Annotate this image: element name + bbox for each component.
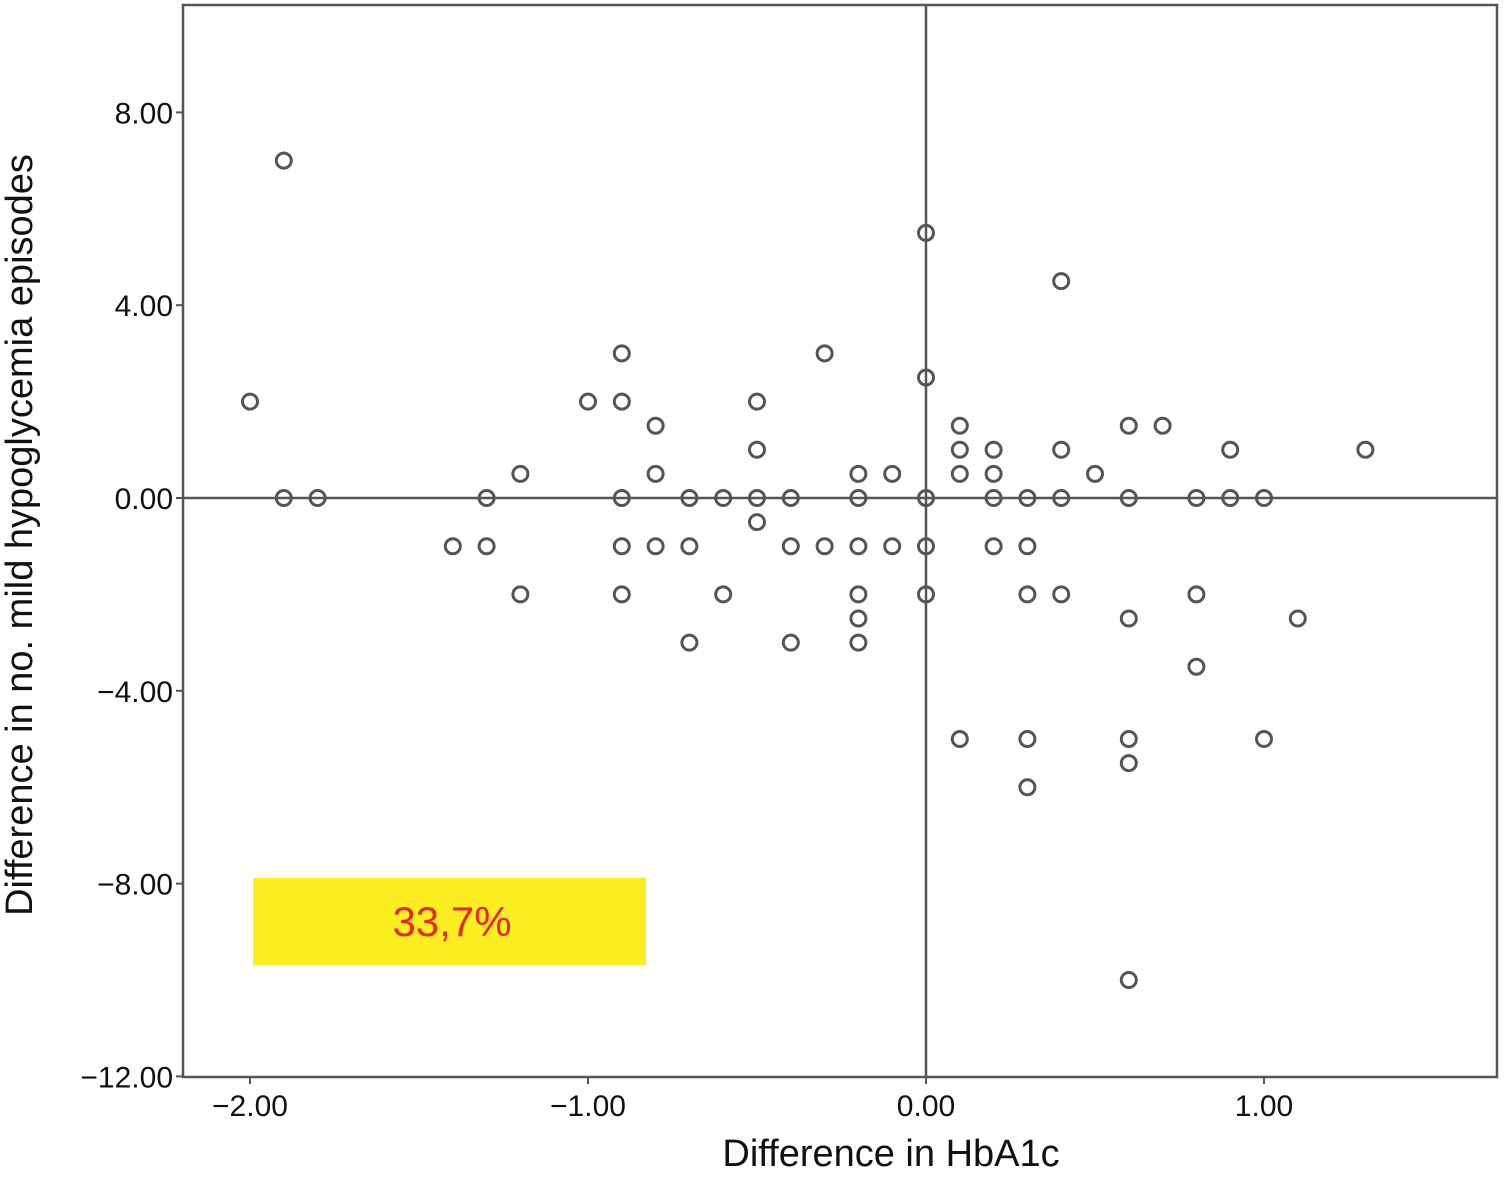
x-tick-label: −1.00 bbox=[550, 1090, 626, 1123]
data-point bbox=[1119, 754, 1138, 773]
data-point bbox=[1052, 585, 1071, 604]
data-point bbox=[984, 464, 1003, 483]
data-point bbox=[1052, 272, 1071, 291]
x-tick-label: 0.00 bbox=[897, 1090, 955, 1123]
data-point bbox=[815, 344, 834, 363]
data-point bbox=[917, 368, 935, 387]
data-point bbox=[748, 440, 766, 459]
data-point bbox=[883, 537, 902, 556]
data-point bbox=[714, 585, 733, 604]
data-point bbox=[1018, 489, 1037, 507]
y-tick-label: 4.00 bbox=[115, 290, 173, 323]
data-point bbox=[849, 464, 868, 483]
data-point bbox=[612, 537, 631, 556]
annotation-box bbox=[253, 878, 646, 965]
data-point bbox=[1356, 440, 1375, 459]
data-point bbox=[1052, 489, 1071, 507]
data-point bbox=[680, 537, 699, 556]
data-point bbox=[917, 537, 935, 556]
data-point bbox=[781, 633, 800, 652]
data-point bbox=[781, 537, 800, 556]
data-point bbox=[1119, 971, 1138, 989]
data-point bbox=[680, 489, 699, 507]
data-point bbox=[511, 585, 530, 604]
data-point bbox=[984, 537, 1003, 556]
data-point bbox=[612, 585, 631, 604]
data-point bbox=[1119, 609, 1138, 628]
data-point bbox=[917, 585, 935, 604]
data-point bbox=[646, 464, 665, 483]
data-point bbox=[1119, 489, 1138, 507]
data-point bbox=[984, 489, 1003, 507]
y-tick-label: −12.00 bbox=[80, 1061, 173, 1094]
data-point bbox=[680, 633, 699, 652]
data-point bbox=[917, 489, 935, 507]
data-point bbox=[748, 392, 766, 411]
data-point bbox=[950, 416, 969, 435]
data-point bbox=[1052, 440, 1071, 459]
data-point bbox=[714, 489, 733, 507]
data-point bbox=[849, 609, 868, 628]
data-point bbox=[849, 537, 868, 556]
data-point bbox=[477, 489, 496, 507]
data-point bbox=[1018, 778, 1037, 797]
data-point bbox=[883, 464, 902, 483]
data-point bbox=[646, 537, 665, 556]
data-point bbox=[950, 440, 969, 459]
y-axis-title: Difference in no. mild hypoglycemia epis… bbox=[0, 154, 41, 916]
data-point bbox=[1119, 730, 1138, 748]
data-point bbox=[1153, 416, 1172, 435]
data-point bbox=[274, 489, 293, 507]
data-point bbox=[1255, 730, 1273, 748]
data-point bbox=[1018, 730, 1037, 748]
data-point bbox=[950, 464, 969, 483]
data-point bbox=[1221, 440, 1240, 459]
data-point bbox=[849, 633, 868, 652]
data-point bbox=[849, 489, 868, 507]
x-tick-label: 1.00 bbox=[1235, 1090, 1293, 1123]
data-point bbox=[748, 513, 766, 532]
data-point bbox=[477, 537, 496, 556]
data-point bbox=[1187, 585, 1206, 604]
y-tick-label: 0.00 bbox=[115, 483, 173, 516]
data-point bbox=[1018, 537, 1037, 556]
data-point bbox=[815, 537, 834, 556]
data-point bbox=[612, 489, 631, 507]
data-point bbox=[1018, 585, 1037, 604]
data-point bbox=[984, 440, 1003, 459]
y-tick-label: 8.00 bbox=[115, 97, 173, 130]
data-point bbox=[1187, 489, 1206, 507]
data-point bbox=[241, 392, 259, 411]
y-tick-label: −4.00 bbox=[97, 676, 173, 709]
data-point bbox=[950, 730, 969, 748]
data-point bbox=[781, 489, 800, 507]
data-point bbox=[748, 489, 766, 507]
data-point bbox=[1086, 464, 1104, 483]
data-point bbox=[646, 416, 665, 435]
data-point bbox=[308, 489, 327, 507]
data-point bbox=[511, 464, 530, 483]
y-tick-label: −8.00 bbox=[97, 869, 173, 902]
data-point bbox=[849, 585, 868, 604]
data-point bbox=[1255, 489, 1273, 507]
data-point bbox=[612, 344, 631, 363]
annotation-label: 33,7% bbox=[392, 898, 511, 945]
x-axis-title: Difference in HbA1c bbox=[722, 1133, 1059, 1175]
data-point bbox=[1288, 609, 1307, 628]
data-point bbox=[1187, 657, 1206, 676]
data-point bbox=[612, 392, 631, 411]
data-point bbox=[274, 151, 293, 170]
data-point bbox=[443, 537, 462, 556]
x-tick-label: −2.00 bbox=[212, 1090, 288, 1123]
data-point bbox=[1119, 416, 1138, 435]
data-point bbox=[1221, 489, 1240, 507]
data-point bbox=[579, 392, 597, 411]
data-point bbox=[917, 223, 935, 242]
